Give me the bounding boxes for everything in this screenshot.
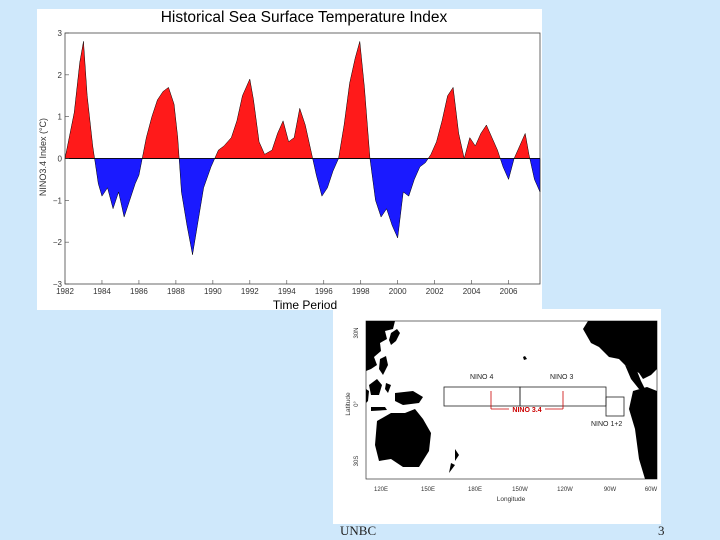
hawaii-islands — [523, 356, 527, 360]
sumatra-landmass — [366, 389, 369, 403]
x-ticks: 1982 1984 1986 1988 1990 1992 1994 1996 1998 2000… — [56, 280, 518, 312]
x-tick-label: 1988 — [167, 287, 185, 296]
sst-index-chart: Historical Sea Surface Temperature Index… — [37, 9, 542, 312]
y-tick-label: 1 — [58, 113, 63, 122]
lon-label-120w: 120W — [557, 487, 573, 493]
map-y-axis-label: Latitude — [345, 392, 352, 416]
y-tick-label: −2 — [53, 238, 63, 247]
nino-12-box — [605, 396, 625, 417]
sst-chart-svg: Historical Sea Surface Temperature Index… — [38, 9, 541, 312]
borneo-landmass — [369, 379, 382, 395]
lon-label-180e: 180E — [468, 487, 482, 493]
java-landmass — [371, 407, 387, 411]
new-zealand-landmass — [449, 449, 459, 473]
x-tick-label: 1990 — [204, 287, 222, 296]
x-tick-label: 2002 — [426, 287, 444, 296]
map-lat-label-30s: 30S — [354, 456, 360, 467]
chart-title: Historical Sea Surface Temperature Index — [161, 9, 448, 26]
x-tick-label: 1982 — [56, 287, 74, 296]
y-axis-label: NINO3.4 Index (°C) — [38, 118, 48, 196]
y-tick-label: 0 — [58, 155, 63, 164]
lon-label-90w: 90W — [604, 487, 617, 493]
x-tick-label: 2004 — [463, 287, 481, 296]
lon-label-60w: 60W — [645, 487, 658, 493]
nino-3-label: NINO 3 — [550, 374, 573, 381]
lon-label-150w: 150W — [512, 487, 528, 493]
x-axis-label: Time Period — [273, 298, 337, 310]
south-america-landmass — [629, 387, 657, 479]
lon-label-150e: 150E — [421, 487, 435, 493]
map-x-axis-label: Longitude — [497, 496, 526, 503]
asia-landmass — [366, 321, 395, 371]
lon-label-120e: 120E — [374, 487, 388, 493]
y-tick-label: −1 — [53, 196, 63, 205]
nino-12-label: NINO 1+2 — [591, 421, 622, 428]
japan-landmass — [389, 329, 400, 345]
nino-regions-map: Latitude 30N 0° 30S — [345, 320, 658, 503]
y-tick-label: −3 — [53, 280, 63, 289]
central-america-landmass — [625, 365, 645, 389]
y-tick-label: 3 — [58, 29, 63, 38]
x-tick-label: 1996 — [315, 287, 333, 296]
footer-left-text: UNBC — [340, 523, 377, 538]
landmasses — [366, 321, 657, 479]
new-guinea-landmass — [395, 391, 423, 405]
x-tick-label: 2000 — [389, 287, 407, 296]
x-tick-label: 1994 — [278, 287, 296, 296]
x-tick-label: 1992 — [241, 287, 259, 296]
x-tick-label: 1986 — [130, 287, 148, 296]
map-lon-ticks: 120E 150E 180E 150W 120W 90W 60W — [374, 487, 658, 493]
y-ticks: 3 2 1 0 −1 −2 −3 — [53, 29, 69, 289]
nino-34-label: NINO 3.4 — [512, 407, 541, 414]
nino-regions-map-panel: Latitude 30N 0° 30S — [333, 309, 661, 524]
y-tick-label: 2 — [58, 71, 63, 80]
x-tick-label: 1998 — [352, 287, 370, 296]
australia-landmass — [375, 409, 431, 467]
x-tick-label: 1984 — [93, 287, 111, 296]
nino-4-label: NINO 4 — [470, 374, 493, 381]
north-america-landmass — [583, 321, 657, 379]
map-lat-label-30n: 30N — [354, 327, 360, 338]
philippines-landmass — [379, 356, 388, 375]
sulawesi-landmass — [385, 383, 391, 393]
map-lat-label-eq: 0° — [354, 401, 360, 407]
nino-34-marker — [490, 391, 564, 410]
page-number: 3 — [658, 523, 665, 538]
x-tick-label: 2006 — [500, 287, 518, 296]
